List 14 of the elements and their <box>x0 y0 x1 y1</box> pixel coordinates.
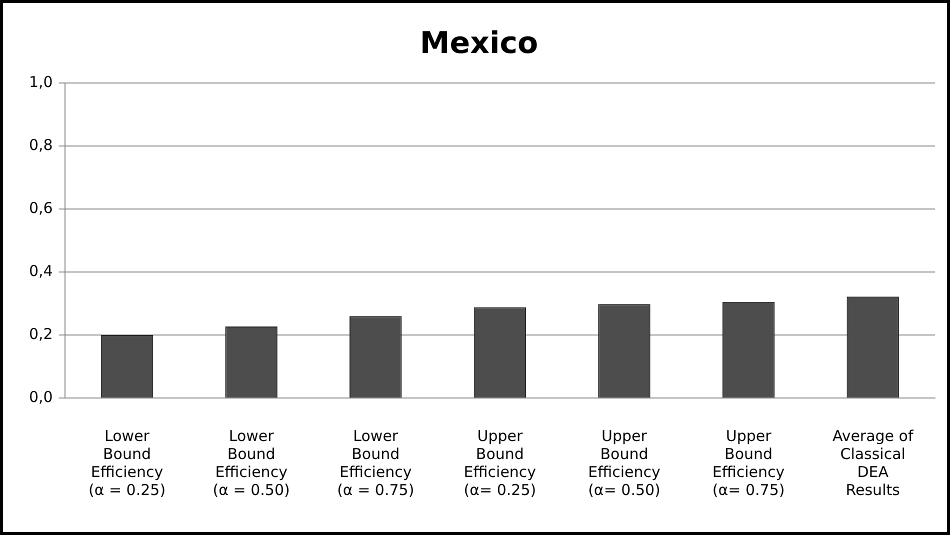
x-tick-label: Upper Bound Efficiency (α= 0.50) <box>588 426 660 499</box>
y-tick-label: 0,2 <box>28 324 53 343</box>
y-tick-label: 0,8 <box>28 136 53 154</box>
x-tick-label: Upper Bound Efficiency (α= 0.75) <box>712 426 785 499</box>
x-tick-label: Upper Bound Efficiency (α= 0.25) <box>464 426 536 499</box>
y-tick-label: 0,6 <box>28 198 53 217</box>
y-tick-label: 0,4 <box>28 262 53 280</box>
chart-title: Mexico <box>420 26 538 61</box>
x-tick-label: Average of Classical DEA Results <box>832 426 914 499</box>
x-tick-label: Lower Bound Efficiency (α = 0.50) <box>212 426 290 499</box>
y-tick-label: 1,0 <box>28 72 53 91</box>
x-tick-label: Lower Bound Efficiency (α = 0.75) <box>337 426 414 499</box>
y-tick-label: 0,0 <box>28 388 53 406</box>
x-tick-label: Lower Bound Efficiency (α = 0.25) <box>88 426 166 499</box>
